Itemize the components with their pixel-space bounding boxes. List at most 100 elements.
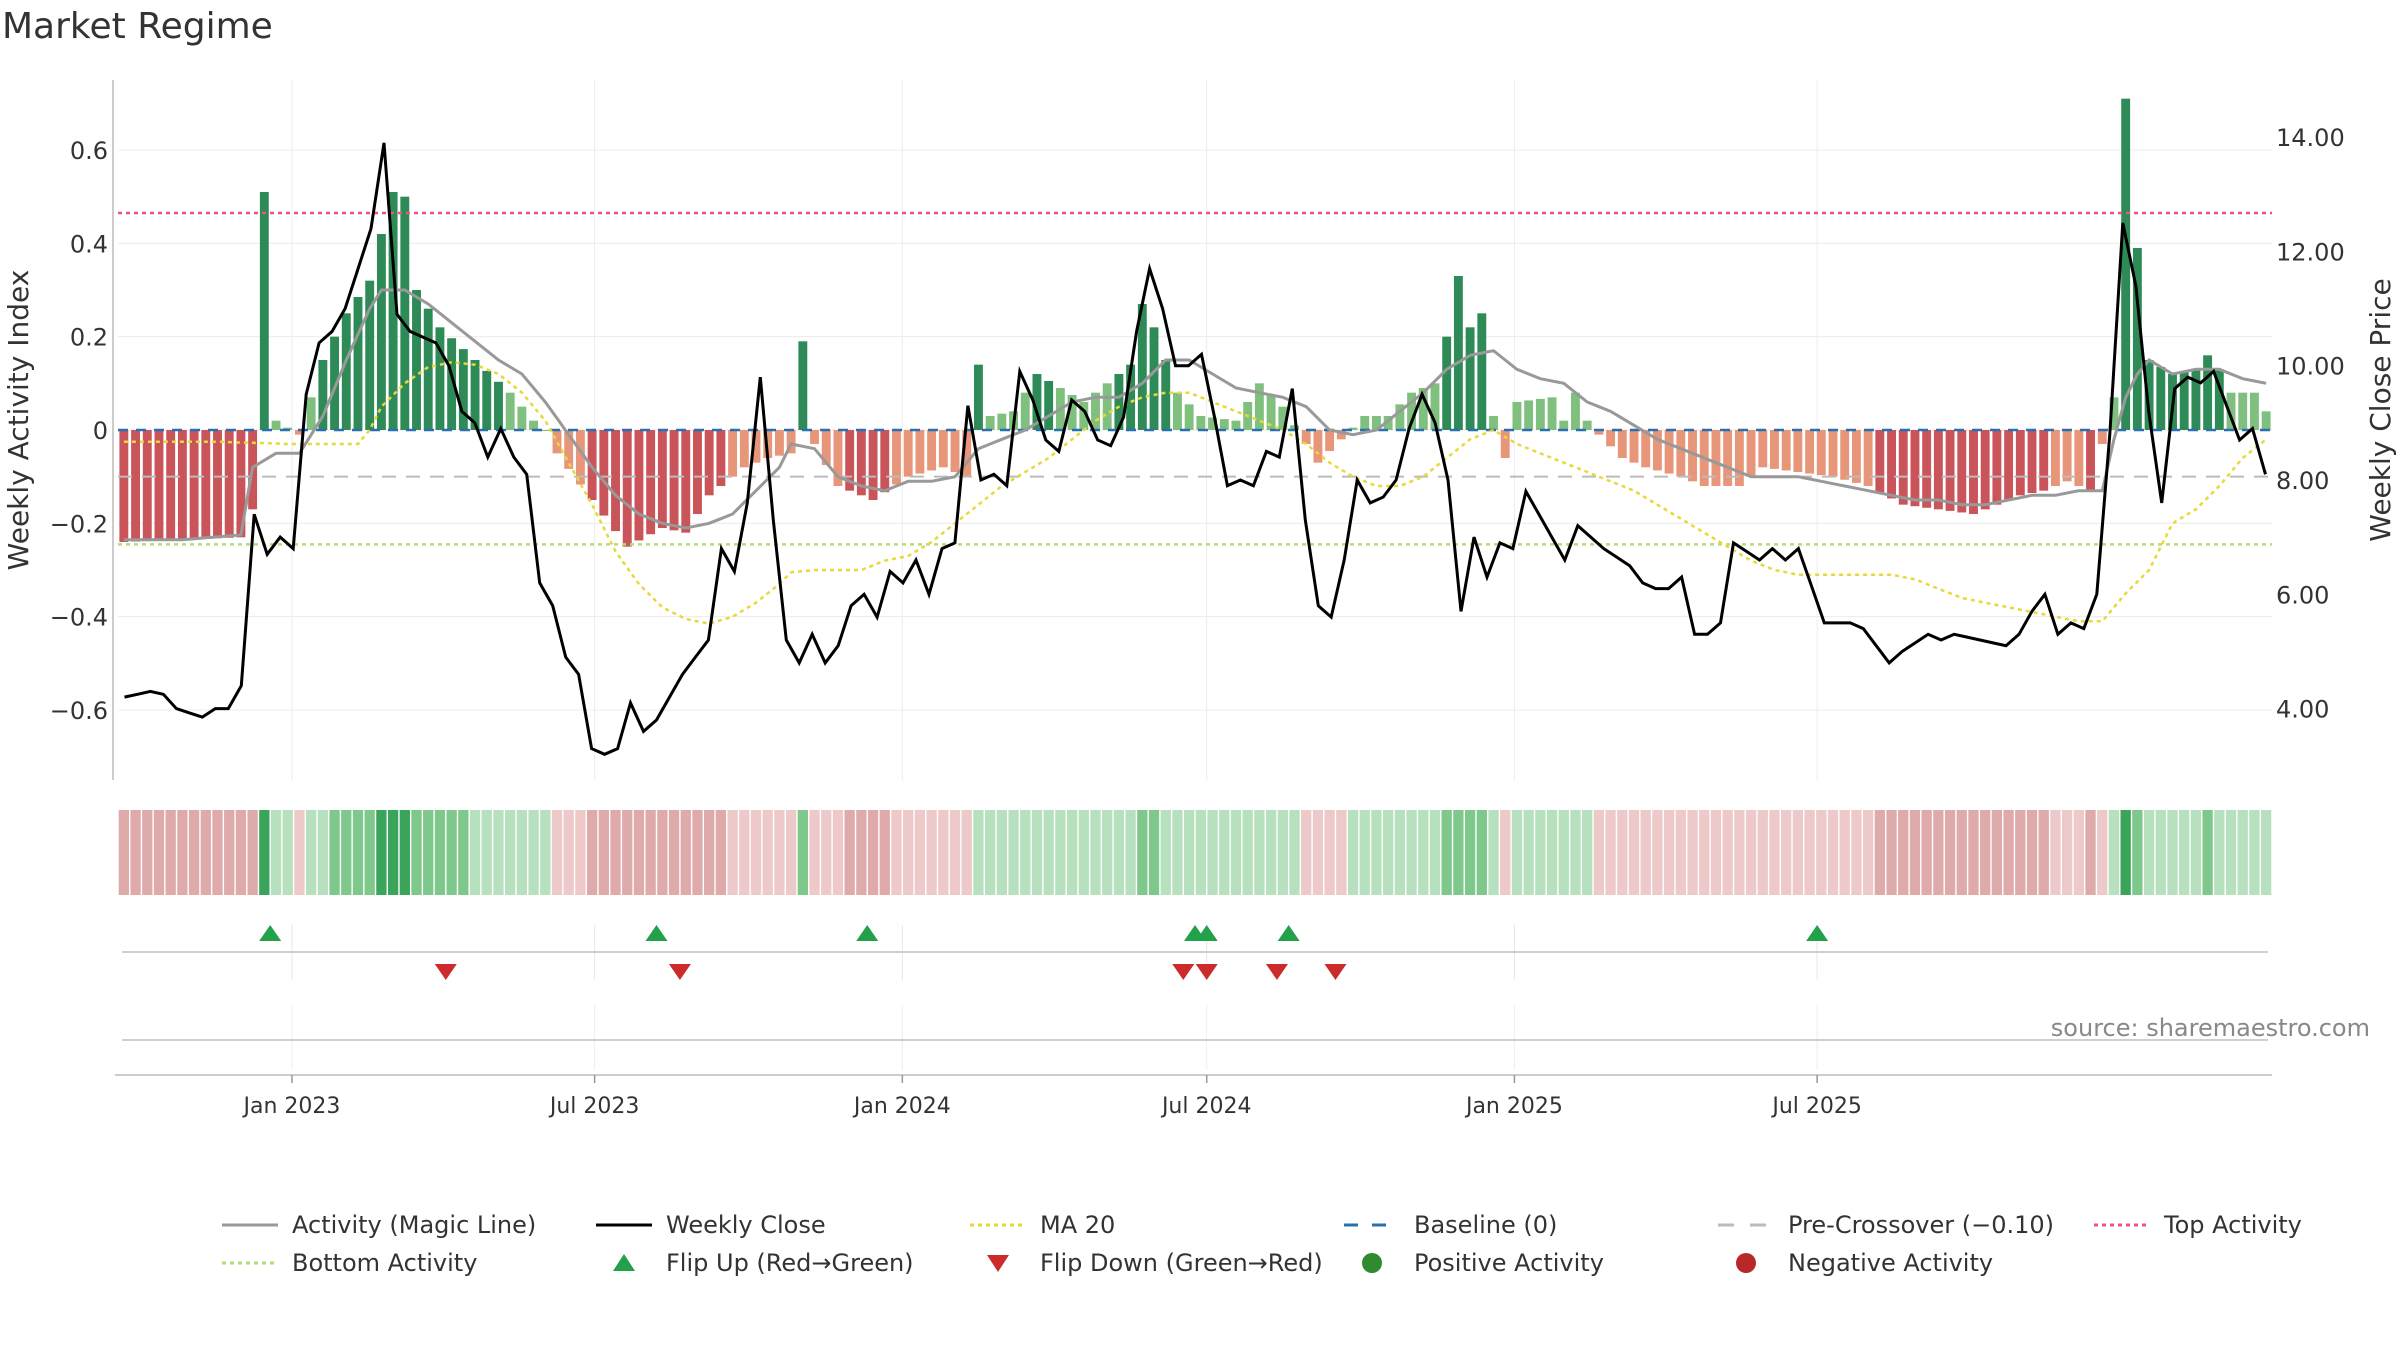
regime-cell [1699, 810, 1710, 895]
left-tick-label: −0.2 [50, 510, 108, 538]
regime-cell [1020, 810, 1031, 895]
activity-bar [2261, 411, 2271, 430]
regime-cell [1722, 810, 1733, 895]
activity-bar [938, 430, 948, 468]
activity-bar [1020, 392, 1030, 430]
right-tick-label: 12.00 [2276, 238, 2345, 266]
activity-bar [833, 430, 843, 486]
regime-cell [1956, 810, 1967, 895]
flip-up-marker [1806, 925, 1829, 941]
regime-cell [329, 810, 340, 895]
regime-cell [2214, 810, 2225, 895]
activity-bars [119, 98, 2271, 547]
regime-cell [867, 810, 879, 895]
activity-bar [1336, 430, 1346, 440]
regime-cell [1745, 810, 1757, 895]
regime-cell [1511, 810, 1523, 895]
activity-bar [1091, 392, 1100, 430]
regime-cell [1839, 810, 1850, 895]
chart-title: Market Regime [2, 6, 273, 47]
regime-cell [130, 810, 141, 895]
regime-cell [1582, 810, 1593, 895]
flip-up-marker [1277, 925, 1300, 941]
regime-cell [657, 810, 668, 895]
regime-cell [1090, 810, 1101, 895]
activity-bar [1734, 430, 1744, 486]
activity-bar [1582, 420, 1592, 430]
activity-bar [166, 430, 176, 541]
regime-cell [1371, 810, 1382, 895]
regime-cell [458, 810, 469, 895]
regime-cell [1230, 810, 1242, 895]
regime-cell [1921, 810, 1932, 895]
regime-cell [294, 810, 305, 895]
activity-bar [1137, 304, 1147, 430]
activity-bar [646, 430, 656, 535]
legend-label: Top Activity [2163, 1211, 2302, 1239]
activity-bar [2097, 430, 2107, 444]
activity-bar [1208, 417, 1218, 430]
regime-cell [446, 810, 457, 895]
legend-label: Activity (Magic Line) [292, 1211, 536, 1239]
activity-bar [1032, 374, 1042, 430]
regime-cell [423, 810, 434, 895]
regime-cell [914, 810, 926, 895]
activity-bar [1172, 392, 1182, 430]
x-tick-label: Jul 2024 [1160, 1094, 1252, 1119]
activity-bar [1629, 430, 1639, 463]
regime-cell [739, 810, 750, 895]
right-tick-label: 10.00 [2276, 353, 2345, 381]
activity-bar [575, 430, 585, 485]
activity-bar [868, 430, 878, 500]
activity-bar [2062, 430, 2072, 482]
activity-bar [2249, 392, 2259, 430]
activity-bar [622, 430, 632, 547]
regime-cell [1980, 810, 1991, 895]
reference-lines [118, 211, 2272, 546]
regime-cell [387, 810, 399, 895]
activity-bar [2191, 369, 2201, 430]
legend-item: Positive Activity [1362, 1249, 1604, 1277]
regime-cell [364, 810, 375, 895]
regime-cell [785, 810, 797, 895]
legend-label: Pre-Crossover (−0.10) [1788, 1211, 2054, 1239]
regime-cell [844, 810, 855, 895]
activity-bar [728, 430, 738, 477]
activity-bar [1102, 383, 1112, 430]
right-tick-label: 8.00 [2276, 467, 2329, 495]
activity-bar [271, 420, 281, 430]
regime-cell [1886, 810, 1897, 895]
regime-cell [563, 810, 574, 895]
regime-cell [399, 810, 410, 895]
activity-bar [330, 336, 340, 430]
activity-bar [657, 430, 667, 528]
regime-cell [2003, 810, 2014, 895]
activity-bar [458, 349, 468, 430]
regime-cell [774, 810, 785, 895]
regime-cell [118, 810, 130, 895]
activity-bar [2132, 248, 2142, 430]
activity-bar [927, 430, 937, 471]
regime-cell [1605, 810, 1616, 895]
regime-cell [1851, 810, 1862, 895]
regime-cell [376, 810, 387, 895]
regime-cell [856, 810, 867, 895]
regime-cell [1324, 810, 1335, 895]
regime-cell [645, 810, 656, 895]
regime-cell [2120, 810, 2131, 895]
regime-cell [1453, 810, 1464, 895]
regime-cell [1242, 810, 1253, 895]
regime-cell [1277, 810, 1288, 895]
activity-bar [2144, 360, 2154, 430]
activity-bar [2238, 392, 2248, 430]
regime-cell [1663, 810, 1675, 895]
right-tick-label: 14.00 [2276, 124, 2345, 152]
activity-bar [1758, 430, 1768, 468]
activity-bar [1723, 430, 1733, 486]
regime-cell [1816, 810, 1827, 895]
activity-bar [213, 430, 222, 539]
regime-cell [903, 810, 914, 895]
activity-bar [400, 196, 410, 430]
activity-bar [611, 430, 620, 532]
